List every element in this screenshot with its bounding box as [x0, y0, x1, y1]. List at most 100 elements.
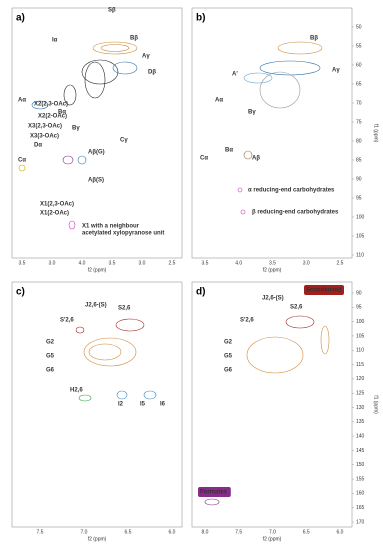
- contour: [78, 394, 92, 402]
- y-tick-label: 140: [356, 433, 365, 439]
- contour: [246, 336, 304, 374]
- y-tick-label: 105: [356, 233, 365, 239]
- contour: [285, 315, 315, 329]
- contour: [77, 155, 87, 165]
- annotation: β reducing-end carbohydrates: [252, 210, 339, 216]
- panel-label: b): [196, 13, 205, 24]
- y-tick-label: 100: [356, 319, 365, 325]
- annotation: Aβ(G): [88, 150, 105, 156]
- y-tick-label: 145: [356, 448, 365, 454]
- y-tick-label: 125: [356, 391, 365, 397]
- y-tick-label: 170: [356, 519, 365, 525]
- contour: [259, 71, 301, 109]
- y-tick-label: 135: [356, 419, 365, 425]
- annotation: G5: [46, 354, 55, 360]
- panel-label: d): [196, 287, 205, 298]
- y-tick-label: 85: [356, 157, 362, 163]
- label-box: [304, 285, 344, 295]
- x-tick-label: 4.0: [79, 260, 86, 266]
- contour: [243, 72, 273, 84]
- x-axis-title: f2 (ppm): [263, 267, 282, 273]
- contour: [240, 209, 246, 215]
- annotation: G5: [224, 354, 233, 360]
- x-tick-label: 4.0: [235, 260, 242, 266]
- y-tick-label: 130: [356, 405, 365, 411]
- y-tick-label: 65: [356, 81, 362, 87]
- annotation: H2,6: [70, 388, 83, 394]
- annotation: X2(2-OAc): [38, 114, 67, 120]
- contour: [84, 61, 106, 99]
- annotation: X1(2-OAc): [40, 211, 69, 217]
- contour: [237, 187, 243, 193]
- y-tick-label: 90: [356, 176, 362, 182]
- x-tick-label: 3.5: [269, 260, 276, 266]
- annotation: X1(2,3-OAc): [40, 202, 74, 208]
- annotation: Bα: [225, 148, 233, 154]
- y-axis-title: f1 (ppm): [373, 395, 379, 414]
- annotation: Bγ: [72, 126, 80, 132]
- contour: [277, 41, 323, 55]
- annotation: Bβ: [130, 36, 138, 42]
- annotation: Cγ: [120, 138, 128, 144]
- x-tick-label: 6.5: [303, 529, 310, 535]
- y-tick-label: 105: [356, 333, 365, 339]
- y-tick-label: 150: [356, 462, 365, 468]
- contour: [18, 164, 26, 172]
- annotation: Aα: [215, 98, 223, 104]
- annotation: Cα: [200, 156, 208, 162]
- contour: [115, 318, 145, 332]
- x-tick-label: 7.5: [37, 529, 44, 535]
- annotation: Bβ: [310, 36, 318, 42]
- annotation: Dβ: [148, 70, 156, 76]
- contour: [31, 100, 49, 110]
- y-tick-label: 90: [356, 290, 362, 296]
- annotation: Sβ: [108, 8, 116, 14]
- contour: [243, 150, 253, 160]
- y-tick-label: 95: [356, 305, 362, 311]
- y-tick-label: 155: [356, 476, 365, 482]
- panel-label: a): [16, 13, 25, 24]
- annotation: G2: [46, 340, 55, 346]
- x-tick-label: 3.5: [19, 260, 26, 266]
- x-axis-title: f2 (ppm): [88, 536, 107, 542]
- contour: [143, 390, 157, 400]
- annotation: S2,6: [290, 305, 303, 311]
- contour: [100, 44, 130, 52]
- panel-label: c): [16, 287, 25, 298]
- contour: [88, 343, 122, 361]
- x-tick-label: 2.5: [337, 260, 344, 266]
- x-tick-label: 7.0: [269, 529, 276, 535]
- annotation: S'2,6: [60, 318, 74, 324]
- annotation: S'2,6: [240, 318, 254, 324]
- annotation: I6: [160, 402, 166, 408]
- annotation: S2,6: [118, 306, 131, 312]
- x-tick-label: 6.5: [125, 529, 132, 535]
- annotation: A': [232, 72, 238, 78]
- y-tick-label: 55: [356, 43, 362, 49]
- annotation: Cα: [18, 158, 26, 164]
- y-tick-label: 95: [356, 195, 362, 201]
- y-axis-title: f1 (ppm): [373, 124, 379, 143]
- panel-frame: [11, 281, 183, 528]
- panel-frame: [11, 7, 183, 259]
- x-tick-label: 3.5: [202, 260, 209, 266]
- contour: [259, 60, 321, 76]
- annotation: J2,6-(S): [262, 296, 284, 302]
- contour: [62, 155, 74, 165]
- contour: [68, 220, 76, 230]
- annotation: α reducing-end carbohydrates: [248, 188, 335, 194]
- panel-frame: [191, 7, 353, 259]
- annotation: G6: [224, 368, 233, 374]
- contour: [81, 59, 119, 85]
- annotation: Formates: [200, 490, 228, 496]
- contour: [92, 41, 138, 55]
- x-tick-label: 7.5: [235, 529, 242, 535]
- annotation: Bγ: [248, 110, 256, 116]
- annotation: acetylated xylopyranose unit: [82, 231, 164, 237]
- x-tick-label: 6.0: [169, 529, 176, 535]
- annotation: X2(2,3-OAc): [34, 102, 68, 108]
- x-tick-label: 3.0: [303, 260, 310, 266]
- x-tick-label: 8.0: [202, 529, 209, 535]
- y-tick-label: 110: [356, 252, 364, 258]
